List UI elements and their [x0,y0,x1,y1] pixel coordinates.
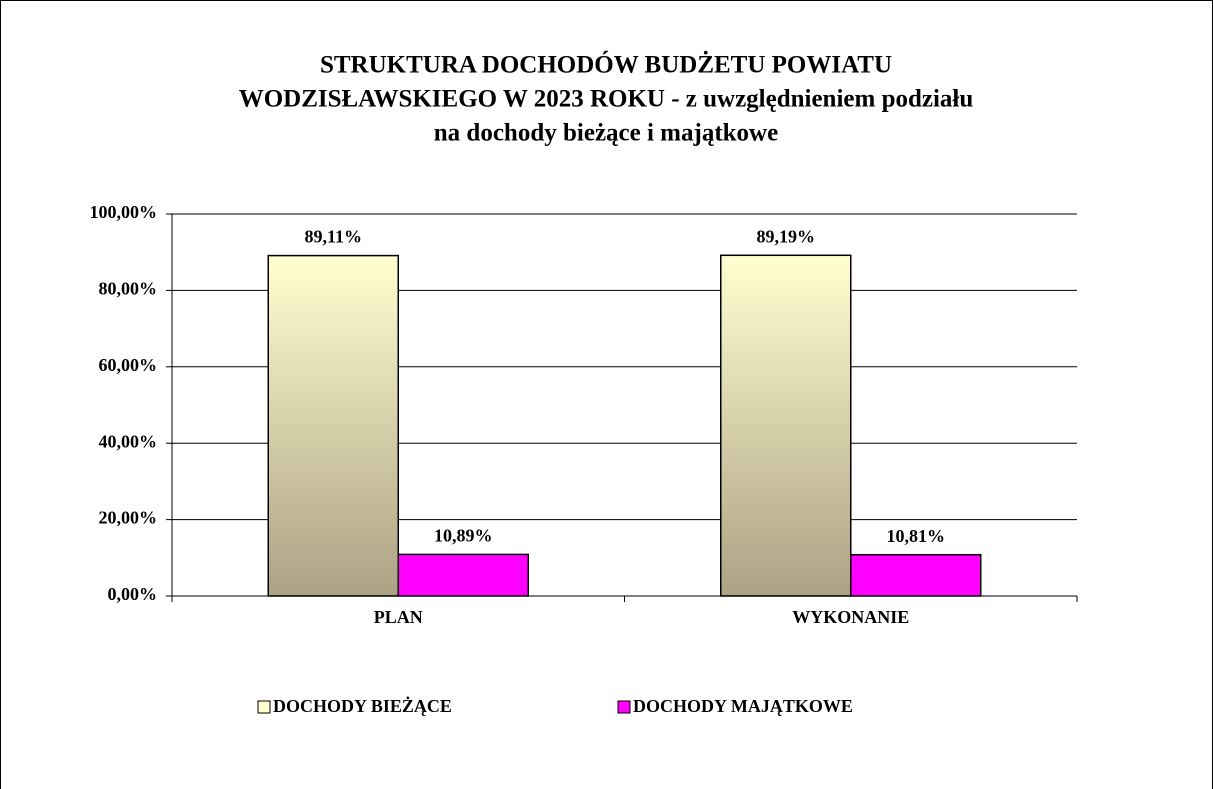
y-tick-label: 60,00% [99,355,158,375]
value-label: 10,89% [434,526,493,546]
chart-title: na dochody bieżące i majątkowe [434,120,778,147]
y-tick-label: 80,00% [99,279,158,299]
legend-label: DOCHODY BIEŻĄCE [273,696,452,716]
legend-swatch [617,700,631,714]
bar [267,254,399,597]
chart-title: STRUKTURA DOCHODÓW BUDŻETU POWIATU [320,51,892,79]
bar [850,553,982,597]
value-label: 89,11% [304,227,362,247]
y-tick-label: 0,00% [108,584,158,604]
y-tick-label: 100,00% [90,202,158,222]
bar [397,553,529,597]
y-tick-label: 40,00% [99,431,158,451]
chart-title: WODZISŁAWSKIEGO W 2023 ROKU - z uwzględn… [239,86,974,113]
value-label: 10,81% [887,526,946,546]
legend-swatch [257,700,271,714]
value-label: 89,19% [757,226,816,246]
x-tick-label: PLAN [374,607,423,627]
y-tick-label: 20,00% [99,508,158,528]
x-tick-label: WYKONANIE [792,607,909,627]
bar [720,254,852,597]
legend-label: DOCHODY MAJĄTKOWE [633,696,853,716]
